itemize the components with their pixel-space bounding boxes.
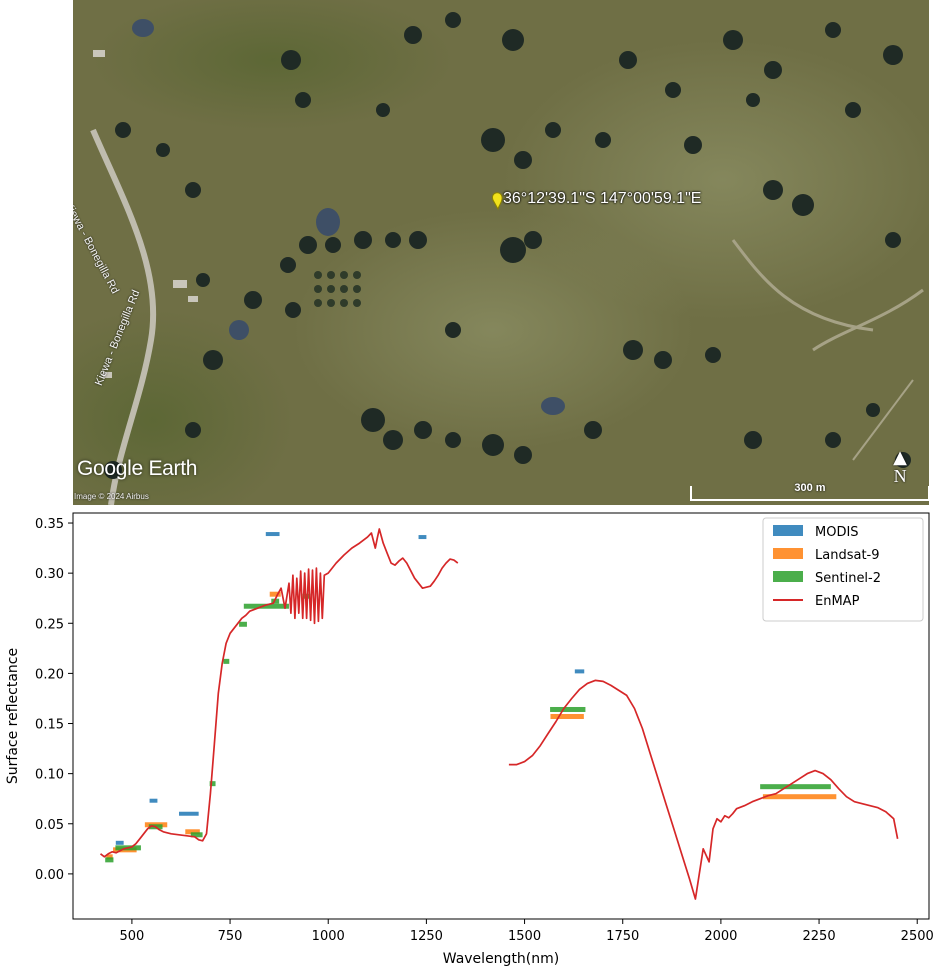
google-earth-logo: Google Earth [77,457,198,480]
sentinel-2-band [550,706,586,712]
x-tick-label: 2500 [901,929,934,944]
x-axis-label: Wavelength(nm) [443,951,559,967]
y-tick-label: 0.15 [35,718,64,733]
line-marks [99,528,899,900]
x-tick-label: 1500 [508,929,541,944]
legend-swatch-modis [773,525,803,536]
scale-label: 300 m [794,482,826,494]
modis-band [149,798,158,803]
legend-label-modis: MODIS [815,525,859,540]
y-tick-label: 0.20 [35,667,64,682]
sentinel-2-band [209,781,216,787]
modis-band [115,840,124,845]
coordinate-label: 36°12'39.1"S 147°00'59.1"E [503,190,702,207]
satellite-map[interactable]: 36°12'39.1"S 147°00'59.1"E Kiewa - Boneg… [73,0,929,505]
satellite-imagery [73,0,929,505]
x-tick-label: 750 [218,929,243,944]
x-tick-label: 1250 [410,929,443,944]
modis-band [179,811,199,816]
y-tick-label: 0.10 [35,768,64,783]
legend-swatch-sentinel-2 [773,571,803,582]
y-tick-label: 0.35 [35,517,64,532]
landsat-9-band [550,714,584,720]
x-tick-label: 2000 [704,929,737,944]
legend-label-enmap: EnMAP [815,594,860,609]
sentinel-2-band [760,784,831,790]
x-axis: 500 750 1000 1250 1500 1750 2000 2250 2500 [119,919,934,944]
landsat-9-band [269,591,281,597]
legend-swatch-landsat-9 [773,548,803,559]
scale-bar: 300 m [690,482,929,501]
legend-label-landsat-9: Landsat-9 [815,548,880,563]
y-tick-label: 0.30 [35,567,64,582]
sentinel-2-band [239,621,247,627]
imagery-credit: Image © 2024 Airbus [74,492,149,501]
x-tick-label: 500 [119,929,144,944]
x-tick-label: 2250 [803,929,836,944]
landsat-9-band [185,829,200,835]
x-tick-label: 1750 [606,929,639,944]
sentinel-2-band [223,658,230,664]
sentinel-2-band [243,603,289,609]
north-label: N [893,466,907,486]
legend-label-sentinel-2: Sentinel-2 [815,571,881,586]
reflectance-chart: 500 750 1000 1250 1500 1750 2000 2250 2500 0.000… [5,512,934,967]
y-axis-label: Surface reflectance [5,648,21,784]
modis-band [418,535,427,540]
y-axis: 0.00 0.05 0.10 0.15 0.20 0.25 0.30 0.35 [35,517,73,883]
modis-band [265,532,280,537]
sentinel-2-band [105,857,114,863]
north-arrow: ▲ N [893,447,907,486]
modis-band [574,669,585,674]
y-tick-label: 0.25 [35,617,64,632]
y-tick-label: 0.05 [35,818,64,833]
landsat-9-band [762,794,837,800]
sentinel-2-band [190,832,203,838]
sentinel-2-band [302,593,311,599]
enmap-line [508,679,899,900]
legend-box [762,517,924,622]
landsat-9-band [106,854,113,860]
x-tick-label: 1000 [312,929,345,944]
legend: MODIS Landsat-9 Sentinel-2 EnMAP [762,517,924,622]
y-tick-label: 0.00 [35,868,64,883]
enmap-line [99,528,459,858]
north-arrow-icon: ▲ [893,447,907,468]
sentinel-2-band [271,598,280,604]
